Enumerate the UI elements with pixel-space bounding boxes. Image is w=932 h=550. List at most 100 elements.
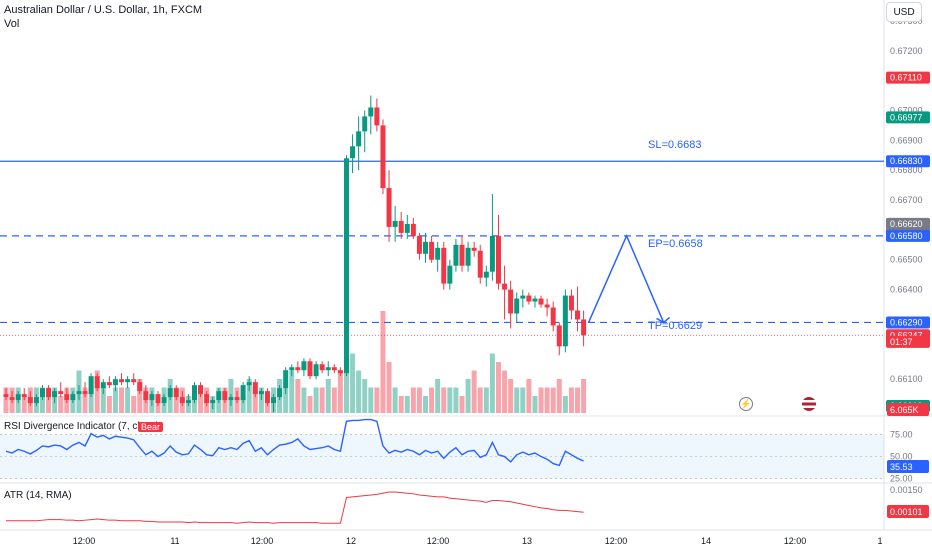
volume-bar	[483, 387, 489, 413]
us-flag-icon[interactable]	[802, 397, 816, 411]
volume-bar	[39, 387, 45, 413]
candle-body	[252, 382, 258, 395]
candle-body	[362, 116, 368, 132]
candle-body	[46, 388, 52, 398]
volume-bar	[556, 379, 562, 413]
volume-bar	[125, 387, 131, 413]
price-tick-label: 0.66400	[890, 285, 923, 295]
candle-body	[495, 235, 501, 284]
candle-body	[398, 220, 404, 233]
candle-body	[143, 391, 149, 401]
volume-bar	[374, 387, 380, 413]
price-tick-label: 0.66500	[890, 255, 923, 265]
candle-body	[356, 131, 362, 147]
time-tick-label: 14	[701, 536, 711, 546]
rsi-value-tag: 35.53	[887, 460, 929, 473]
volume-bar	[514, 387, 520, 413]
volume-bar	[112, 387, 118, 413]
price-tick-label: 0.66700	[890, 195, 923, 205]
price-tag-bg	[886, 71, 930, 84]
time-tick-label: 12	[346, 536, 356, 546]
rsi-pane-title[interactable]: RSI Divergence Indicator (7, close)	[4, 421, 160, 432]
volume-bar	[331, 387, 337, 413]
lightning-icon[interactable]: ⚡	[739, 397, 753, 411]
candle-body	[301, 361, 307, 371]
atr-pane-title[interactable]: ATR (14, RMA)	[4, 490, 72, 501]
time-tick-label: 12:00	[73, 536, 96, 546]
volume-bar	[502, 370, 508, 413]
volume-bar	[386, 362, 392, 413]
candle-body	[556, 325, 562, 347]
atr-line	[6, 491, 584, 524]
projection-arrowhead	[656, 316, 671, 324]
candle-body	[94, 376, 100, 389]
volume-bar	[246, 379, 252, 413]
candle-body	[581, 319, 587, 336]
candle-body	[58, 391, 64, 395]
volume-bar	[398, 396, 404, 413]
candle-body	[155, 394, 161, 404]
candle-body	[112, 379, 118, 386]
price-tick-label: 0.67000	[890, 105, 923, 115]
price-tag: 0.67110	[886, 71, 930, 84]
candle-body	[258, 391, 264, 395]
candle-body	[441, 247, 447, 284]
candle-body	[325, 367, 331, 371]
candle-body	[380, 125, 386, 189]
volume-label: Vol	[4, 18, 20, 30]
candle-body	[131, 379, 137, 383]
projection-path	[587, 233, 665, 323]
volume-bar	[562, 396, 568, 413]
candle-body	[489, 235, 495, 272]
volume-bar	[240, 396, 246, 413]
price-tag: 0.66830	[886, 155, 930, 168]
candle-body	[283, 370, 289, 389]
candle-body	[520, 295, 526, 299]
bear-badge: Bear	[138, 422, 164, 432]
candle-body	[21, 394, 27, 398]
volume-bar	[131, 396, 137, 413]
time-tick-label: 12:00	[784, 536, 807, 546]
candle-body	[526, 295, 532, 302]
price-tick-label: 0.66100	[890, 374, 923, 384]
candle-body	[343, 158, 349, 374]
candle-body	[429, 241, 435, 260]
price-tag-text: 0.67110	[890, 73, 922, 83]
price-tag-text: 0.66977	[890, 112, 923, 122]
candle-body	[550, 307, 556, 326]
candle-body	[161, 397, 167, 404]
price-tag-bg	[886, 217, 930, 230]
volume-bar	[477, 387, 483, 413]
candle-body	[471, 247, 477, 251]
price-tag: 01:37	[886, 335, 930, 348]
price-tag-text: 0.66290	[890, 317, 923, 327]
price-tag: 0.66290	[886, 316, 930, 329]
currency-button[interactable]: USD	[886, 2, 922, 22]
volume-bar	[508, 379, 514, 413]
volume-bar	[350, 353, 356, 413]
candle-body	[179, 397, 185, 404]
candle-body	[106, 382, 112, 386]
candle-body	[313, 364, 319, 377]
volume-bar	[88, 387, 94, 413]
candle-body	[459, 244, 465, 266]
candle-body	[319, 364, 325, 371]
symbol-title[interactable]: Australian Dollar / U.S. Dollar, 1h, FXC…	[4, 4, 203, 16]
volume-bar	[368, 387, 374, 413]
candle-body	[125, 379, 131, 383]
candle-body	[167, 388, 173, 398]
volume-bar	[380, 311, 386, 413]
price-tag: 0.66580	[886, 229, 930, 242]
volume-bar	[362, 379, 368, 413]
volume-bar	[198, 387, 204, 413]
candle-body	[216, 391, 222, 401]
volume-bar	[258, 387, 264, 413]
volume-bar	[392, 387, 398, 413]
candle-body	[198, 385, 204, 395]
candle-body	[119, 379, 125, 383]
candle-body	[532, 298, 538, 302]
volume-bar	[538, 387, 544, 413]
candle-body	[337, 370, 343, 374]
atr-tick-label: 0.00150	[890, 485, 923, 495]
